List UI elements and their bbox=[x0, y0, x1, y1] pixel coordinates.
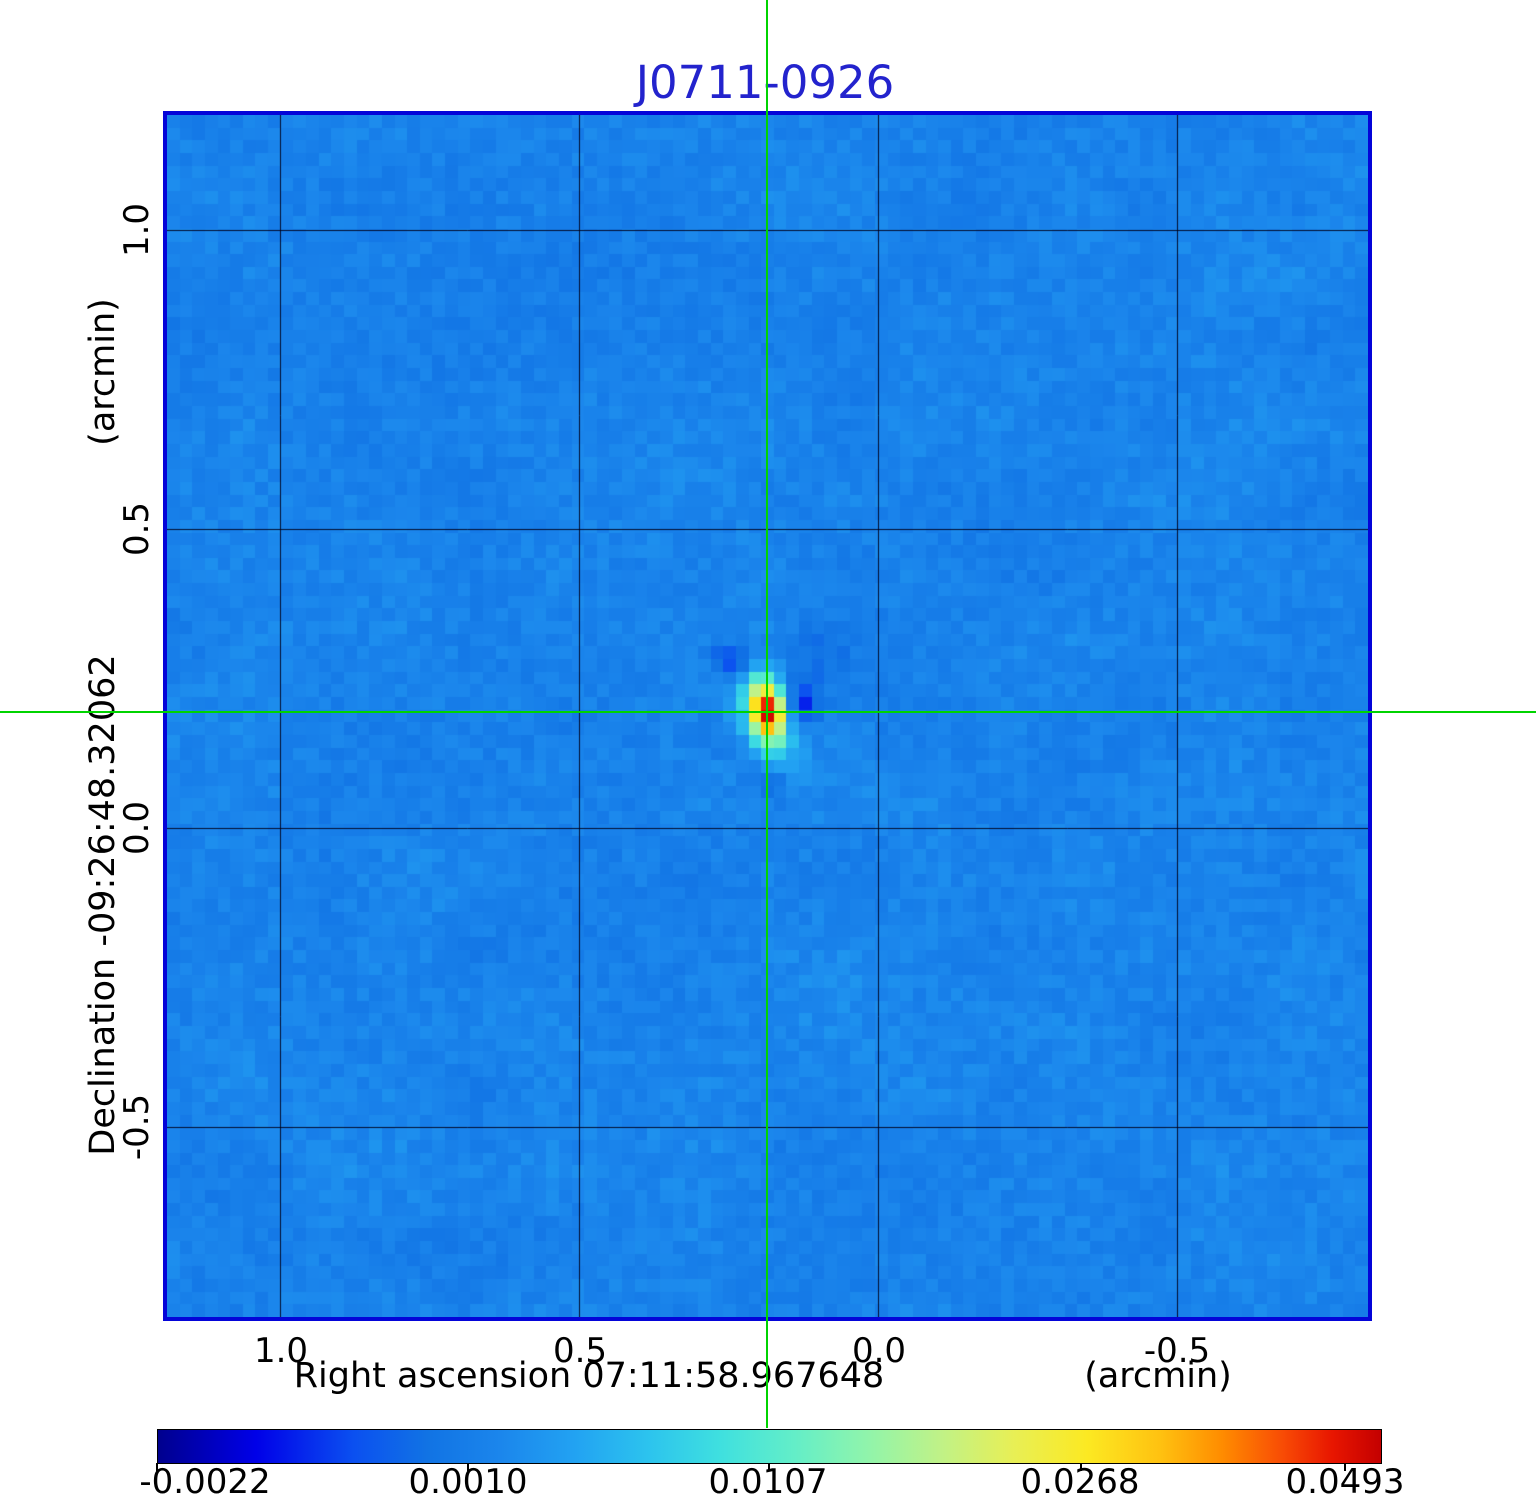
y-tick-neg0.5: -0.5 bbox=[117, 1093, 157, 1161]
x-axis-unit-label: (arcmin) bbox=[1084, 1356, 1232, 1396]
y-axis-label: Declination -09:26:48.32062 bbox=[83, 654, 123, 1156]
y-tick-0.0: 0.0 bbox=[117, 800, 157, 856]
crosshair-horizontal-line bbox=[0, 711, 1536, 713]
colorbar-label-1: -0.0022 bbox=[139, 1462, 271, 1500]
y-tick-1.0: 1.0 bbox=[117, 202, 157, 258]
colorbar-tick-4 bbox=[1080, 1463, 1082, 1471]
page-title: J0711-0926 bbox=[635, 56, 895, 109]
colorbar-tick-2 bbox=[467, 1463, 469, 1471]
colorbar-label-2: 0.0010 bbox=[408, 1462, 528, 1500]
colorbar-label-3: 0.0107 bbox=[708, 1462, 828, 1500]
x-tick-0.0: 0.0 bbox=[851, 1331, 907, 1371]
colorbar bbox=[157, 1429, 1382, 1464]
x-tick-neg0.5: -0.5 bbox=[1143, 1331, 1211, 1371]
colorbar-tick-1 bbox=[156, 1463, 158, 1471]
crosshair-vertical-line bbox=[766, 0, 768, 1428]
y-tick-0.5: 0.5 bbox=[117, 501, 157, 557]
colorbar-label-4: 0.0268 bbox=[1020, 1462, 1140, 1500]
y-axis-unit-label: (arcmin) bbox=[83, 298, 123, 446]
x-tick-1.0: 1.0 bbox=[253, 1331, 309, 1371]
x-axis-label: Right ascension 07:11:58.967648 bbox=[293, 1356, 885, 1396]
colorbar-tick-5 bbox=[1344, 1463, 1346, 1471]
colorbar-tick-3 bbox=[768, 1463, 770, 1471]
x-tick-0.5: 0.5 bbox=[552, 1331, 608, 1371]
colorbar-label-5: 0.0493 bbox=[1285, 1462, 1405, 1500]
